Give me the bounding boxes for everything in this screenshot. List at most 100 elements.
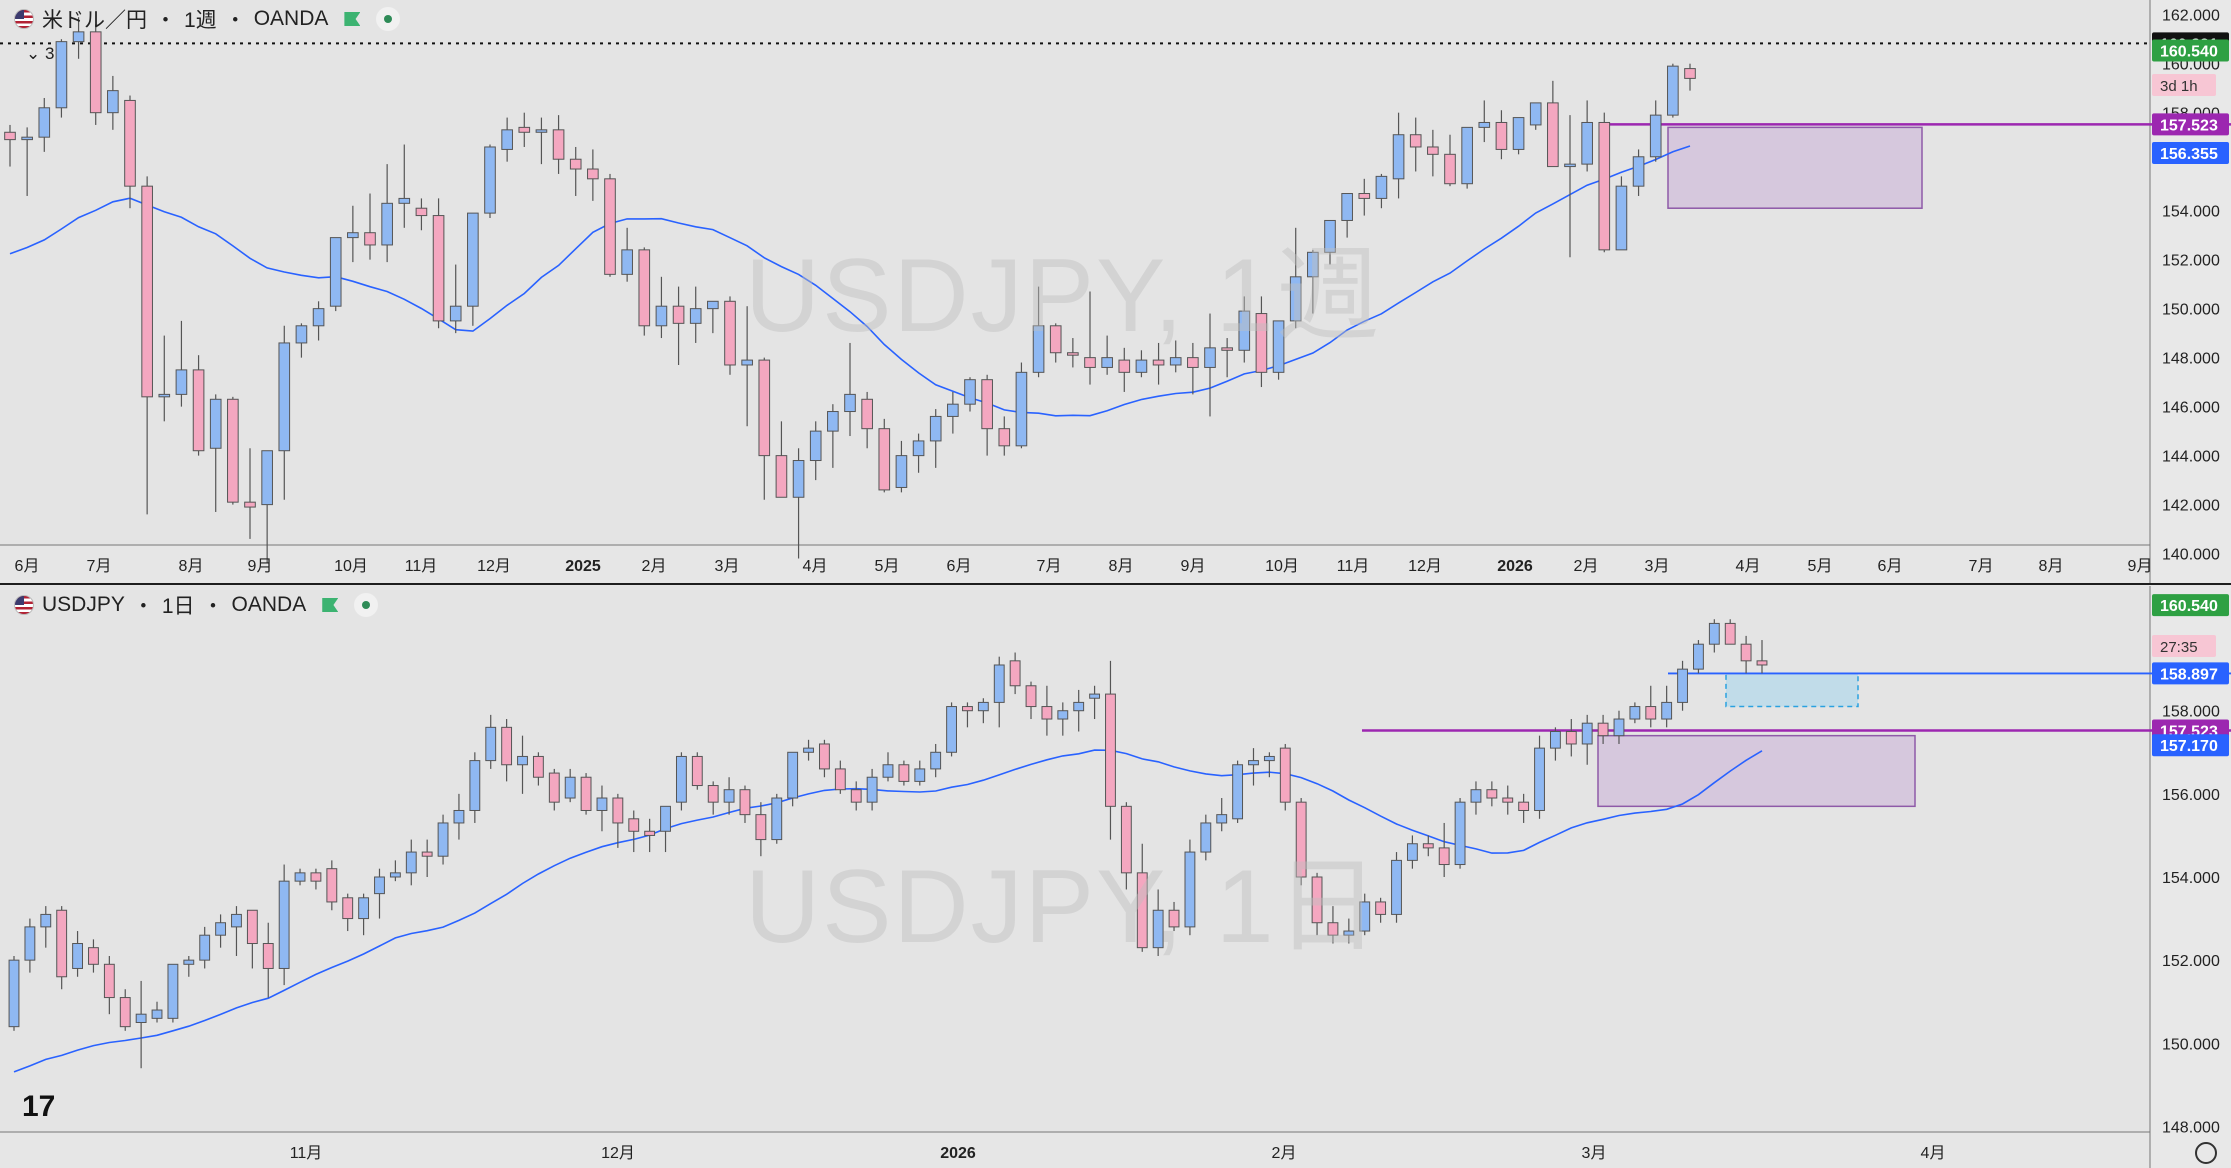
settings-gear-icon[interactable] bbox=[2195, 1142, 2217, 1164]
candle-body bbox=[295, 873, 305, 881]
candle-body bbox=[343, 898, 353, 919]
candle-body bbox=[1709, 623, 1719, 644]
candle-body bbox=[565, 777, 575, 798]
candle-body bbox=[1530, 103, 1541, 125]
candle-body bbox=[348, 233, 359, 238]
candle-body bbox=[1650, 115, 1661, 157]
candle-body bbox=[1633, 157, 1644, 186]
market-flag-icon[interactable] bbox=[322, 598, 338, 612]
candle bbox=[1280, 744, 1290, 811]
candle bbox=[639, 247, 650, 335]
candle bbox=[1616, 176, 1627, 249]
candle bbox=[90, 24, 101, 124]
legend-interval[interactable]: 1日 bbox=[162, 590, 195, 620]
candle-body bbox=[1566, 732, 1576, 744]
candle-body bbox=[982, 380, 993, 429]
candle-body bbox=[519, 127, 530, 132]
candle-body bbox=[330, 238, 341, 307]
time-tick-label: 7月 bbox=[87, 558, 112, 575]
time-tick-label: 2月 bbox=[1272, 1145, 1297, 1162]
candle-body bbox=[438, 823, 448, 856]
indicator-collapse-button[interactable]: ⌄ 3 bbox=[26, 44, 54, 64]
candle-body bbox=[184, 960, 194, 964]
demand-zone-box bbox=[1598, 736, 1915, 807]
candle-body bbox=[1439, 848, 1449, 865]
candle-body bbox=[994, 665, 1004, 702]
candle-body bbox=[468, 213, 479, 306]
daily-legend: USDJPY ・ 1日 ・ OANDA bbox=[14, 590, 378, 620]
candle-body bbox=[656, 306, 667, 326]
candle-body bbox=[279, 881, 289, 968]
candle-body bbox=[1616, 186, 1627, 250]
price-tick-label: 146.000 bbox=[2162, 400, 2220, 417]
legend-symbol[interactable]: USDJPY bbox=[42, 593, 125, 617]
candle-body bbox=[1249, 761, 1259, 765]
legend-interval[interactable]: 1週 bbox=[184, 4, 217, 34]
candle-body bbox=[597, 798, 607, 810]
candle-body bbox=[690, 309, 701, 324]
time-tick-label: 8月 bbox=[179, 558, 204, 575]
candle-body bbox=[1042, 707, 1052, 719]
candle-body bbox=[867, 777, 877, 802]
candle-body bbox=[828, 412, 839, 432]
candle-body bbox=[899, 765, 909, 782]
candle bbox=[1016, 363, 1027, 449]
candle-body bbox=[359, 898, 369, 919]
candle-body bbox=[136, 1014, 146, 1022]
price-tag-label: 157.523 bbox=[2160, 117, 2218, 134]
candle-body bbox=[930, 416, 941, 440]
candle-body bbox=[965, 380, 976, 404]
time-tick-label: 6月 bbox=[947, 558, 972, 575]
candle-body bbox=[375, 877, 385, 894]
market-status-icon[interactable] bbox=[376, 7, 400, 31]
market-status-icon[interactable] bbox=[354, 593, 378, 617]
candle-body bbox=[1550, 732, 1560, 749]
price-tick-label: 142.000 bbox=[2162, 498, 2220, 515]
candle-body bbox=[622, 250, 633, 274]
candle bbox=[1694, 640, 1704, 673]
candle-body bbox=[1662, 702, 1672, 719]
time-tick-label: 2月 bbox=[642, 558, 667, 575]
candle-body bbox=[73, 944, 83, 969]
candle-body bbox=[1010, 661, 1020, 686]
time-tick-label: 9月 bbox=[248, 558, 273, 575]
candle-body bbox=[470, 761, 480, 811]
candle-body bbox=[835, 769, 845, 790]
price-tick-label: 150.000 bbox=[2162, 1036, 2220, 1053]
legend-sep-dot: ・ bbox=[225, 4, 246, 34]
candle-body bbox=[740, 790, 750, 815]
weekly-watermark: USDJPY, 1週 bbox=[745, 210, 1382, 361]
candle bbox=[605, 174, 616, 277]
candle-body bbox=[708, 301, 719, 308]
candle bbox=[1535, 736, 1545, 819]
candle-body bbox=[454, 810, 464, 822]
candle-body bbox=[296, 326, 307, 343]
time-tick-label: 2026 bbox=[940, 1145, 976, 1162]
candle-body bbox=[759, 360, 770, 456]
candle-body bbox=[5, 132, 16, 139]
weekly-chart-pane[interactable]: 162.000160.000158.000154.000152.000150.0… bbox=[0, 0, 2231, 585]
candle bbox=[1725, 619, 1735, 644]
time-tick-label: 9月 bbox=[2128, 558, 2153, 575]
price-tick-label: 152.000 bbox=[2162, 953, 2220, 970]
candle-body bbox=[1694, 644, 1704, 669]
candle bbox=[1513, 118, 1524, 155]
price-tick-label: 156.000 bbox=[2162, 787, 2220, 804]
candle-body bbox=[502, 130, 513, 150]
time-tick-label: 12月 bbox=[477, 558, 511, 575]
candle bbox=[1462, 127, 1473, 188]
candle bbox=[279, 865, 289, 986]
daily-chart-pane[interactable]: 158.000156.000154.000152.000150.000148.0… bbox=[0, 586, 2231, 1168]
candle-body bbox=[1376, 176, 1387, 198]
tradingview-logo-icon[interactable]: 17 bbox=[22, 1090, 55, 1124]
legend-symbol[interactable]: 米ドル／円 bbox=[42, 4, 147, 34]
candle-body bbox=[913, 441, 924, 456]
countdown-label: 27:35 bbox=[2160, 639, 2198, 656]
candle-body bbox=[978, 702, 988, 710]
time-tick-label: 11月 bbox=[290, 1145, 323, 1162]
candle-body bbox=[1479, 122, 1490, 127]
candle-body bbox=[1264, 756, 1274, 760]
price-tag-label: 160.540 bbox=[2160, 598, 2218, 615]
market-flag-icon[interactable] bbox=[344, 12, 360, 26]
price-tick-label: 152.000 bbox=[2162, 253, 2220, 270]
